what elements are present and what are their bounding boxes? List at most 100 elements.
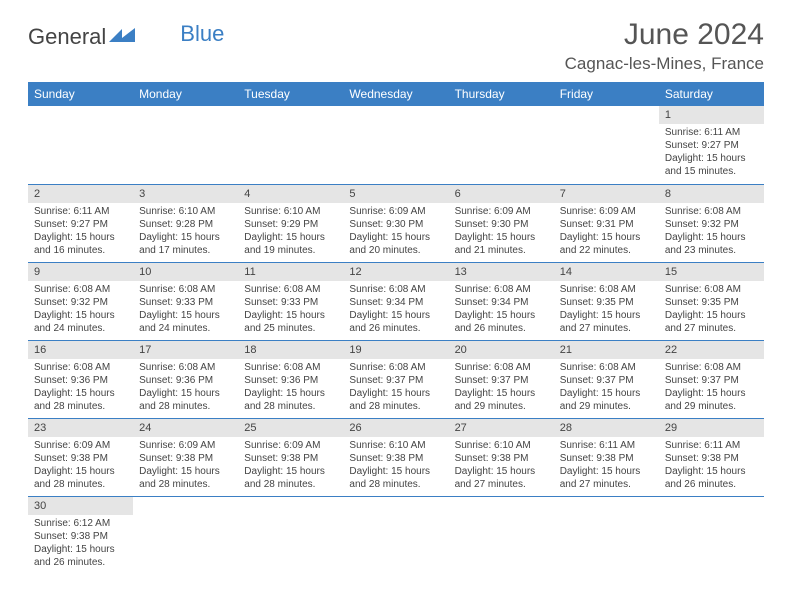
calendar-cell: 11Sunrise: 6:08 AMSunset: 9:33 PMDayligh… bbox=[238, 262, 343, 340]
page-title: June 2024 bbox=[565, 18, 764, 52]
day-number: 29 bbox=[659, 419, 764, 437]
calendar-cell: 6Sunrise: 6:09 AMSunset: 9:30 PMDaylight… bbox=[449, 184, 554, 262]
calendar-cell-empty bbox=[238, 106, 343, 184]
weekday-header: Thursday bbox=[449, 82, 554, 106]
calendar-cell: 16Sunrise: 6:08 AMSunset: 9:36 PMDayligh… bbox=[28, 340, 133, 418]
day-details: Sunrise: 6:10 AMSunset: 9:38 PMDaylight:… bbox=[343, 437, 448, 495]
day-details: Sunrise: 6:09 AMSunset: 9:38 PMDaylight:… bbox=[238, 437, 343, 495]
weekday-header: Monday bbox=[133, 82, 238, 106]
day-number: 28 bbox=[554, 419, 659, 437]
calendar-cell: 25Sunrise: 6:09 AMSunset: 9:38 PMDayligh… bbox=[238, 418, 343, 496]
day-details: Sunrise: 6:08 AMSunset: 9:33 PMDaylight:… bbox=[133, 281, 238, 339]
day-number: 10 bbox=[133, 263, 238, 281]
day-details: Sunrise: 6:08 AMSunset: 9:36 PMDaylight:… bbox=[238, 359, 343, 417]
logo-swoosh-icon bbox=[108, 26, 136, 48]
day-details: Sunrise: 6:12 AMSunset: 9:38 PMDaylight:… bbox=[28, 515, 133, 573]
calendar-cell: 26Sunrise: 6:10 AMSunset: 9:38 PMDayligh… bbox=[343, 418, 448, 496]
calendar-cell-empty bbox=[343, 496, 448, 574]
day-details: Sunrise: 6:11 AMSunset: 9:38 PMDaylight:… bbox=[659, 437, 764, 495]
calendar-cell: 8Sunrise: 6:08 AMSunset: 9:32 PMDaylight… bbox=[659, 184, 764, 262]
calendar-cell-empty bbox=[449, 106, 554, 184]
day-details: Sunrise: 6:10 AMSunset: 9:38 PMDaylight:… bbox=[449, 437, 554, 495]
day-number: 15 bbox=[659, 263, 764, 281]
calendar-cell: 22Sunrise: 6:08 AMSunset: 9:37 PMDayligh… bbox=[659, 340, 764, 418]
day-number: 18 bbox=[238, 341, 343, 359]
day-details: Sunrise: 6:11 AMSunset: 9:38 PMDaylight:… bbox=[554, 437, 659, 495]
day-details: Sunrise: 6:11 AMSunset: 9:27 PMDaylight:… bbox=[28, 203, 133, 261]
day-number: 17 bbox=[133, 341, 238, 359]
calendar-cell-empty bbox=[28, 106, 133, 184]
day-number: 23 bbox=[28, 419, 133, 437]
calendar-cell: 23Sunrise: 6:09 AMSunset: 9:38 PMDayligh… bbox=[28, 418, 133, 496]
calendar-cell: 19Sunrise: 6:08 AMSunset: 9:37 PMDayligh… bbox=[343, 340, 448, 418]
day-number: 14 bbox=[554, 263, 659, 281]
day-details: Sunrise: 6:08 AMSunset: 9:35 PMDaylight:… bbox=[659, 281, 764, 339]
day-details: Sunrise: 6:08 AMSunset: 9:37 PMDaylight:… bbox=[449, 359, 554, 417]
day-details: Sunrise: 6:10 AMSunset: 9:28 PMDaylight:… bbox=[133, 203, 238, 261]
logo-text-b: Blue bbox=[180, 21, 224, 47]
day-details: Sunrise: 6:10 AMSunset: 9:29 PMDaylight:… bbox=[238, 203, 343, 261]
day-details: Sunrise: 6:09 AMSunset: 9:38 PMDaylight:… bbox=[28, 437, 133, 495]
day-number: 9 bbox=[28, 263, 133, 281]
day-number: 6 bbox=[449, 185, 554, 203]
calendar-cell: 9Sunrise: 6:08 AMSunset: 9:32 PMDaylight… bbox=[28, 262, 133, 340]
day-details: Sunrise: 6:08 AMSunset: 9:33 PMDaylight:… bbox=[238, 281, 343, 339]
calendar-cell: 10Sunrise: 6:08 AMSunset: 9:33 PMDayligh… bbox=[133, 262, 238, 340]
calendar-cell: 4Sunrise: 6:10 AMSunset: 9:29 PMDaylight… bbox=[238, 184, 343, 262]
day-number: 5 bbox=[343, 185, 448, 203]
day-details: Sunrise: 6:09 AMSunset: 9:38 PMDaylight:… bbox=[133, 437, 238, 495]
day-number: 12 bbox=[343, 263, 448, 281]
day-number: 3 bbox=[133, 185, 238, 203]
header: General Blue June 2024 Cagnac-les-Mines,… bbox=[28, 18, 764, 74]
day-number: 30 bbox=[28, 497, 133, 515]
day-number: 8 bbox=[659, 185, 764, 203]
calendar-cell: 30Sunrise: 6:12 AMSunset: 9:38 PMDayligh… bbox=[28, 496, 133, 574]
calendar-cell: 21Sunrise: 6:08 AMSunset: 9:37 PMDayligh… bbox=[554, 340, 659, 418]
day-number: 16 bbox=[28, 341, 133, 359]
day-number: 22 bbox=[659, 341, 764, 359]
calendar-cell-empty bbox=[133, 496, 238, 574]
calendar-cell: 5Sunrise: 6:09 AMSunset: 9:30 PMDaylight… bbox=[343, 184, 448, 262]
calendar-cell: 27Sunrise: 6:10 AMSunset: 9:38 PMDayligh… bbox=[449, 418, 554, 496]
calendar-cell: 24Sunrise: 6:09 AMSunset: 9:38 PMDayligh… bbox=[133, 418, 238, 496]
calendar-cell: 17Sunrise: 6:08 AMSunset: 9:36 PMDayligh… bbox=[133, 340, 238, 418]
weekday-header: Tuesday bbox=[238, 82, 343, 106]
day-details: Sunrise: 6:08 AMSunset: 9:35 PMDaylight:… bbox=[554, 281, 659, 339]
day-details: Sunrise: 6:08 AMSunset: 9:32 PMDaylight:… bbox=[28, 281, 133, 339]
weekday-header: Saturday bbox=[659, 82, 764, 106]
calendar-cell: 29Sunrise: 6:11 AMSunset: 9:38 PMDayligh… bbox=[659, 418, 764, 496]
calendar-cell-empty bbox=[343, 106, 448, 184]
calendar-header-row: SundayMondayTuesdayWednesdayThursdayFrid… bbox=[28, 82, 764, 106]
day-number: 20 bbox=[449, 341, 554, 359]
calendar-cell: 18Sunrise: 6:08 AMSunset: 9:36 PMDayligh… bbox=[238, 340, 343, 418]
calendar-cell: 20Sunrise: 6:08 AMSunset: 9:37 PMDayligh… bbox=[449, 340, 554, 418]
day-number: 26 bbox=[343, 419, 448, 437]
day-details: Sunrise: 6:08 AMSunset: 9:37 PMDaylight:… bbox=[343, 359, 448, 417]
calendar-cell: 15Sunrise: 6:08 AMSunset: 9:35 PMDayligh… bbox=[659, 262, 764, 340]
day-details: Sunrise: 6:08 AMSunset: 9:34 PMDaylight:… bbox=[449, 281, 554, 339]
day-number: 2 bbox=[28, 185, 133, 203]
calendar-cell-empty bbox=[554, 106, 659, 184]
calendar-cell: 13Sunrise: 6:08 AMSunset: 9:34 PMDayligh… bbox=[449, 262, 554, 340]
calendar-cell-empty bbox=[133, 106, 238, 184]
calendar-cell: 28Sunrise: 6:11 AMSunset: 9:38 PMDayligh… bbox=[554, 418, 659, 496]
day-number: 1 bbox=[659, 106, 764, 124]
calendar-cell: 14Sunrise: 6:08 AMSunset: 9:35 PMDayligh… bbox=[554, 262, 659, 340]
calendar-body: 1 Sunrise: 6:11 AMSunset: 9:27 PMDaylight… bbox=[28, 106, 764, 574]
location: Cagnac-les-Mines, France bbox=[565, 54, 764, 74]
logo-text-a: General bbox=[28, 24, 106, 50]
title-block: June 2024 Cagnac-les-Mines, France bbox=[565, 18, 764, 74]
day-details: Sunrise: 6:09 AMSunset: 9:30 PMDaylight:… bbox=[343, 203, 448, 261]
day-number: 19 bbox=[343, 341, 448, 359]
logo: General Blue bbox=[28, 18, 224, 50]
day-details: Sunrise: 6:08 AMSunset: 9:37 PMDaylight:… bbox=[659, 359, 764, 417]
calendar-cell: 3Sunrise: 6:10 AMSunset: 9:28 PMDaylight… bbox=[133, 184, 238, 262]
day-details: Sunrise: 6:09 AMSunset: 9:31 PMDaylight:… bbox=[554, 203, 659, 261]
day-number: 11 bbox=[238, 263, 343, 281]
day-number: 24 bbox=[133, 419, 238, 437]
calendar-cell: 1Sunrise: 6:11 AMSunset: 9:27 PMDaylight… bbox=[659, 106, 764, 184]
day-number: 13 bbox=[449, 263, 554, 281]
weekday-header: Wednesday bbox=[343, 82, 448, 106]
calendar-cell-empty bbox=[554, 496, 659, 574]
calendar-cell: 7Sunrise: 6:09 AMSunset: 9:31 PMDaylight… bbox=[554, 184, 659, 262]
